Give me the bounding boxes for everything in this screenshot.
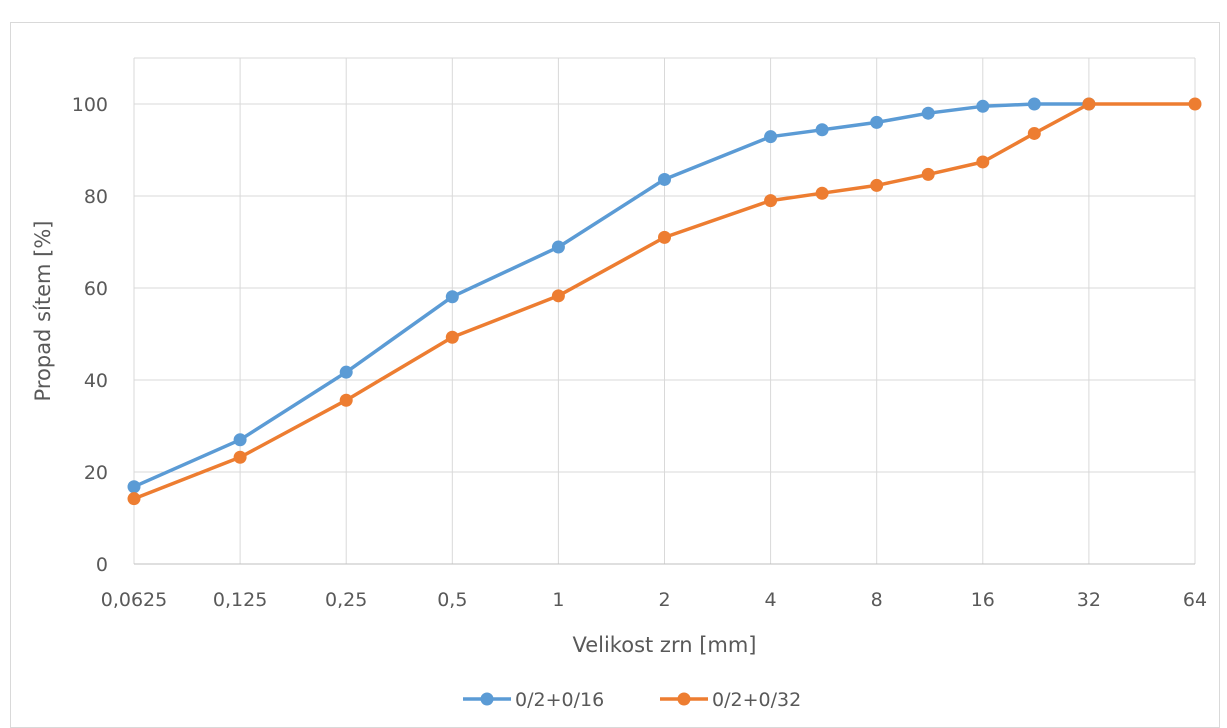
x-tick-label: 2 — [658, 589, 670, 611]
y-axis-ticks: 0 20 40 60 80 100 — [72, 94, 108, 576]
series-1 — [127, 97, 1096, 494]
series-layer — [127, 97, 1202, 506]
x-tick-label: 8 — [871, 589, 883, 611]
data-point — [1082, 97, 1096, 111]
data-point — [764, 194, 778, 208]
data-point — [445, 290, 459, 304]
x-tick-label: 0,5 — [437, 589, 467, 611]
data-point — [658, 172, 671, 186]
x-axis-ticks: 0,0625 0,125 0,25 0,5 1 2 4 8 16 32 64 — [101, 589, 1207, 611]
series-2 — [127, 97, 1202, 506]
x-tick-label: 0,0625 — [101, 589, 167, 611]
y-tick-label: 60 — [84, 278, 108, 300]
data-point — [815, 123, 829, 137]
legend-marker — [677, 692, 691, 706]
y-tick-label: 100 — [72, 94, 108, 116]
y-tick-label: 0 — [96, 554, 108, 576]
chart-frame — [10, 22, 1220, 728]
legend-label: 0/2+0/16 — [515, 689, 604, 711]
data-point — [233, 433, 247, 447]
legend-marker — [480, 692, 494, 706]
data-point — [339, 393, 353, 407]
data-point — [870, 178, 884, 192]
data-point — [445, 330, 459, 344]
data-point — [551, 289, 565, 303]
x-tick-label: 1 — [552, 589, 564, 611]
x-axis-title: Velikost zrn [mm] — [572, 633, 756, 657]
data-point — [764, 130, 778, 144]
data-point — [1027, 126, 1041, 140]
y-tick-label: 80 — [84, 186, 108, 208]
x-tick-label: 64 — [1183, 589, 1207, 611]
legend-item: 0/2+0/16 — [463, 689, 604, 711]
data-point — [870, 115, 884, 129]
x-tick-label: 0,25 — [325, 589, 367, 611]
legend-item: 0/2+0/32 — [660, 689, 801, 711]
x-tick-label: 32 — [1077, 589, 1101, 611]
y-tick-label: 20 — [84, 462, 108, 484]
data-point — [921, 167, 935, 181]
data-point — [1188, 97, 1202, 111]
data-point — [127, 492, 141, 506]
x-tick-label: 0,125 — [213, 589, 267, 611]
data-point — [976, 99, 990, 113]
data-point — [1027, 97, 1041, 111]
data-point — [976, 155, 990, 169]
legend: 0/2+0/16 0/2+0/32 — [463, 689, 801, 711]
y-tick-label: 40 — [84, 370, 108, 392]
data-point — [815, 186, 829, 200]
series-line — [133, 102, 1195, 501]
data-point — [339, 365, 353, 379]
series-line — [133, 102, 1089, 489]
data-point — [233, 450, 247, 464]
legend-label: 0/2+0/32 — [712, 689, 801, 711]
x-tick-label: 16 — [971, 589, 995, 611]
y-axis-title: Propad sítem [%] — [31, 221, 55, 402]
data-point — [551, 240, 565, 254]
data-point — [127, 480, 141, 494]
data-point — [658, 230, 671, 244]
x-tick-label: 4 — [765, 589, 777, 611]
data-point — [921, 106, 935, 120]
